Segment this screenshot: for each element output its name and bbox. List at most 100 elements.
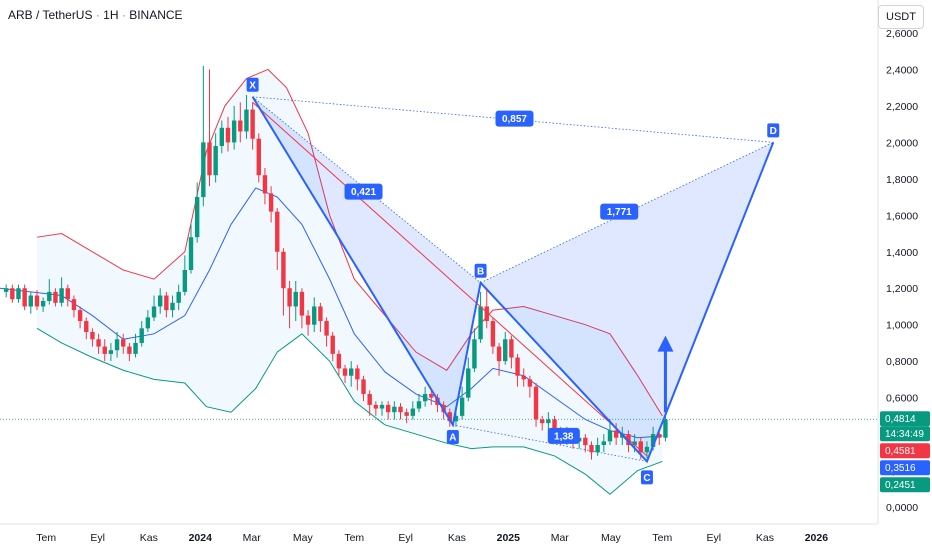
candle-body bbox=[121, 339, 126, 347]
x-tick-label: Kas bbox=[140, 532, 158, 544]
candle-body bbox=[207, 142, 212, 176]
x-tick-label: Tem bbox=[344, 532, 364, 544]
x-tick-label: Eyl bbox=[707, 532, 722, 544]
candle-body bbox=[22, 288, 27, 307]
candle-body bbox=[96, 339, 101, 347]
point-label-d: D bbox=[770, 126, 777, 137]
x-tick-label: Eyl bbox=[398, 532, 413, 544]
candle-body bbox=[299, 291, 305, 316]
ratio-label: 0,857 bbox=[502, 114, 527, 125]
candle-body bbox=[540, 419, 545, 424]
candle-body bbox=[250, 109, 255, 139]
candle-body bbox=[231, 120, 237, 143]
price-label-bg bbox=[880, 443, 930, 459]
x-tick-label: Kas bbox=[448, 532, 466, 544]
candle-body bbox=[188, 237, 194, 270]
y-tick-label: 2,4000 bbox=[886, 64, 918, 76]
x-tick-label: Tem bbox=[36, 532, 56, 544]
candle-body bbox=[324, 321, 329, 336]
y-tick-label: 1,8000 bbox=[886, 174, 918, 186]
x-tick-label: Eyl bbox=[90, 532, 105, 544]
price-label-bg bbox=[880, 411, 930, 427]
y-tick-label: 1,0000 bbox=[886, 320, 918, 332]
candle-body bbox=[638, 441, 643, 453]
candle-body bbox=[657, 434, 662, 438]
candle-body bbox=[361, 379, 366, 394]
price-label: 0,4814 bbox=[885, 414, 916, 425]
y-tick-label: 1,6000 bbox=[886, 210, 918, 222]
candle-body bbox=[459, 397, 465, 416]
candle-body bbox=[490, 321, 496, 347]
candle-body bbox=[293, 291, 298, 307]
candle-body bbox=[201, 142, 206, 198]
candle-body bbox=[509, 339, 514, 358]
candle-body bbox=[145, 317, 151, 329]
ratio-badge bbox=[600, 203, 639, 220]
candle-body bbox=[84, 321, 89, 332]
candle-body bbox=[151, 306, 157, 318]
price-label-bg bbox=[880, 477, 930, 493]
ratio-label: 1,38 bbox=[554, 431, 574, 442]
y-tick-label: 1,4000 bbox=[886, 247, 918, 259]
candle-body bbox=[262, 175, 268, 194]
candle-body bbox=[416, 401, 422, 409]
candle-body bbox=[404, 412, 409, 416]
candle-body bbox=[16, 288, 21, 300]
ratio-label: 1,771 bbox=[607, 207, 632, 218]
candle-body bbox=[484, 306, 489, 322]
bollinger-fill bbox=[36, 69, 663, 495]
candle-body bbox=[281, 251, 286, 289]
candle-body bbox=[219, 127, 225, 147]
bcd-triangle bbox=[480, 142, 774, 462]
candle-body bbox=[127, 346, 132, 354]
candle-body bbox=[3, 288, 9, 292]
symbol-interval: 1H bbox=[103, 8, 119, 22]
currency-button[interactable]: USDT bbox=[878, 5, 924, 29]
candle-body bbox=[59, 288, 64, 303]
candle-body bbox=[305, 315, 311, 325]
up-arrow-head bbox=[657, 335, 674, 352]
candle-body bbox=[213, 146, 218, 176]
x-tick-label: Mar bbox=[551, 532, 570, 544]
candle-body bbox=[47, 291, 52, 301]
red-trendline bbox=[252, 101, 648, 457]
ratio-badge bbox=[547, 427, 580, 444]
y-tick-label: 2,6000 bbox=[886, 28, 918, 40]
candle-body bbox=[225, 127, 231, 143]
candle-body bbox=[342, 368, 348, 376]
candle-body bbox=[40, 300, 46, 307]
x-tick-label: 2026 bbox=[805, 532, 829, 544]
candle-body bbox=[373, 404, 379, 409]
candle-body bbox=[422, 393, 428, 402]
candle-body bbox=[28, 295, 34, 307]
candle-body bbox=[65, 288, 70, 300]
candle-body bbox=[176, 291, 181, 303]
y-tick-label: 0,0000 bbox=[886, 502, 918, 514]
symbol-title[interactable]: ARB / TetherUS · 1H · BINANCE bbox=[8, 8, 183, 22]
candle-body bbox=[644, 446, 650, 453]
candle-body bbox=[367, 393, 372, 405]
y-tick-label: 2,0000 bbox=[886, 137, 918, 149]
candle-body bbox=[256, 138, 261, 176]
candle-body bbox=[595, 445, 600, 453]
candle-body bbox=[164, 295, 169, 311]
candle-body bbox=[527, 379, 533, 387]
candle-body bbox=[496, 346, 502, 362]
y-tick-label: 0,6000 bbox=[886, 393, 918, 405]
candle-body bbox=[312, 306, 317, 325]
candle-body bbox=[77, 310, 83, 322]
candle-body bbox=[552, 419, 557, 431]
candle-body bbox=[607, 430, 613, 442]
point-label-a: A bbox=[449, 432, 456, 443]
candle-body bbox=[182, 270, 188, 292]
x-tick-label: Mar bbox=[243, 532, 262, 544]
candle-body bbox=[349, 368, 354, 376]
y-tick-label: 1,2000 bbox=[886, 283, 918, 295]
candle-body bbox=[10, 288, 15, 300]
candle-body bbox=[533, 386, 539, 420]
point-badge-a bbox=[446, 429, 459, 444]
candle-body bbox=[34, 295, 40, 307]
symbol-name: ARB / TetherUS bbox=[8, 8, 93, 22]
bollinger-upper-line bbox=[36, 68, 663, 417]
